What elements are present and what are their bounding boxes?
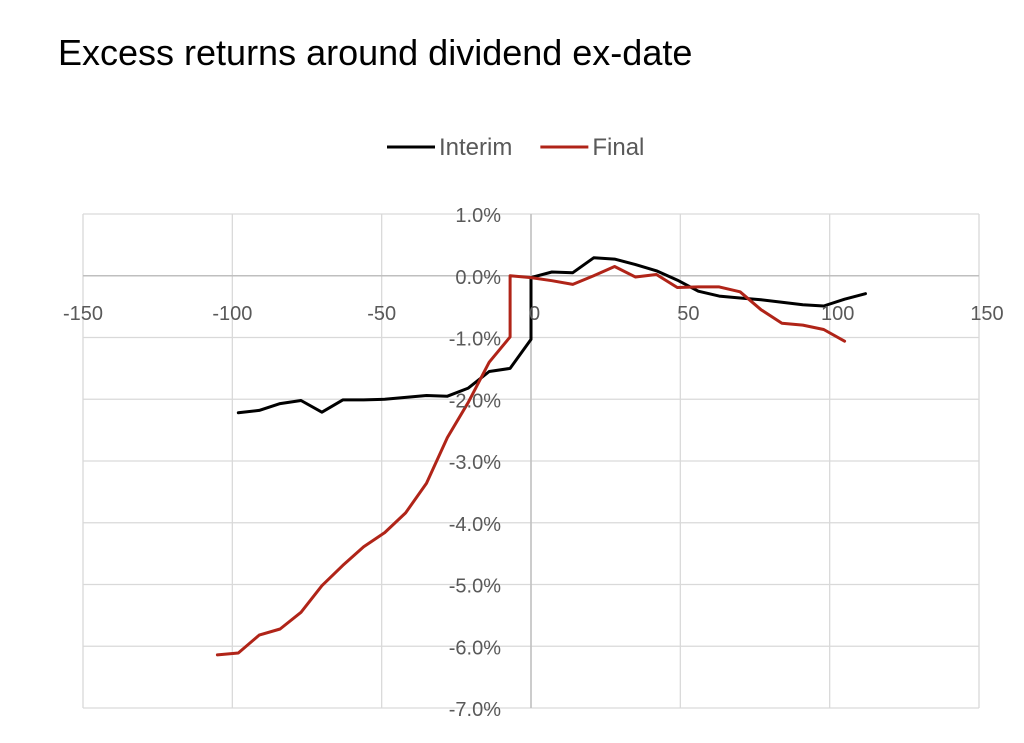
x-tick-label: 150 (970, 303, 1003, 325)
y-tick-label: -1.0% (449, 329, 501, 351)
legend-label: Interim (439, 134, 512, 161)
y-tick-label: -2.0% (449, 390, 501, 412)
x-tick-label: 0 (529, 303, 540, 325)
chart-title: Excess returns around dividend ex-date (58, 32, 693, 73)
y-tick-label: 0.0% (455, 267, 501, 289)
series-lines (215, 256, 867, 657)
legend-item-final: Final (540, 134, 644, 161)
x-tick-label: -100 (212, 303, 252, 325)
y-tick-label: 1.0% (455, 205, 501, 227)
y-tick-label: -5.0% (449, 576, 501, 598)
x-tick-label: 50 (677, 303, 699, 325)
x-tick-label: -150 (63, 303, 103, 325)
legend-label: Final (592, 134, 644, 161)
y-tick-label: -7.0% (449, 699, 501, 721)
y-tick-label: -4.0% (449, 514, 501, 536)
y-tick-label: -6.0% (449, 637, 501, 659)
series-line-final (215, 265, 847, 657)
series-line-interim (236, 256, 867, 415)
x-tick-label: 100 (821, 303, 854, 325)
x-tick-label: -50 (367, 303, 396, 325)
legend: Interim Final (387, 134, 644, 161)
tick-labels: -150 -100 -50 0 50 100 150 1.0% 0.0% -1.0% -2.0% -3… (63, 205, 1004, 721)
y-tick-label: -3.0% (449, 452, 501, 474)
legend-item-interim: Interim (387, 134, 512, 161)
